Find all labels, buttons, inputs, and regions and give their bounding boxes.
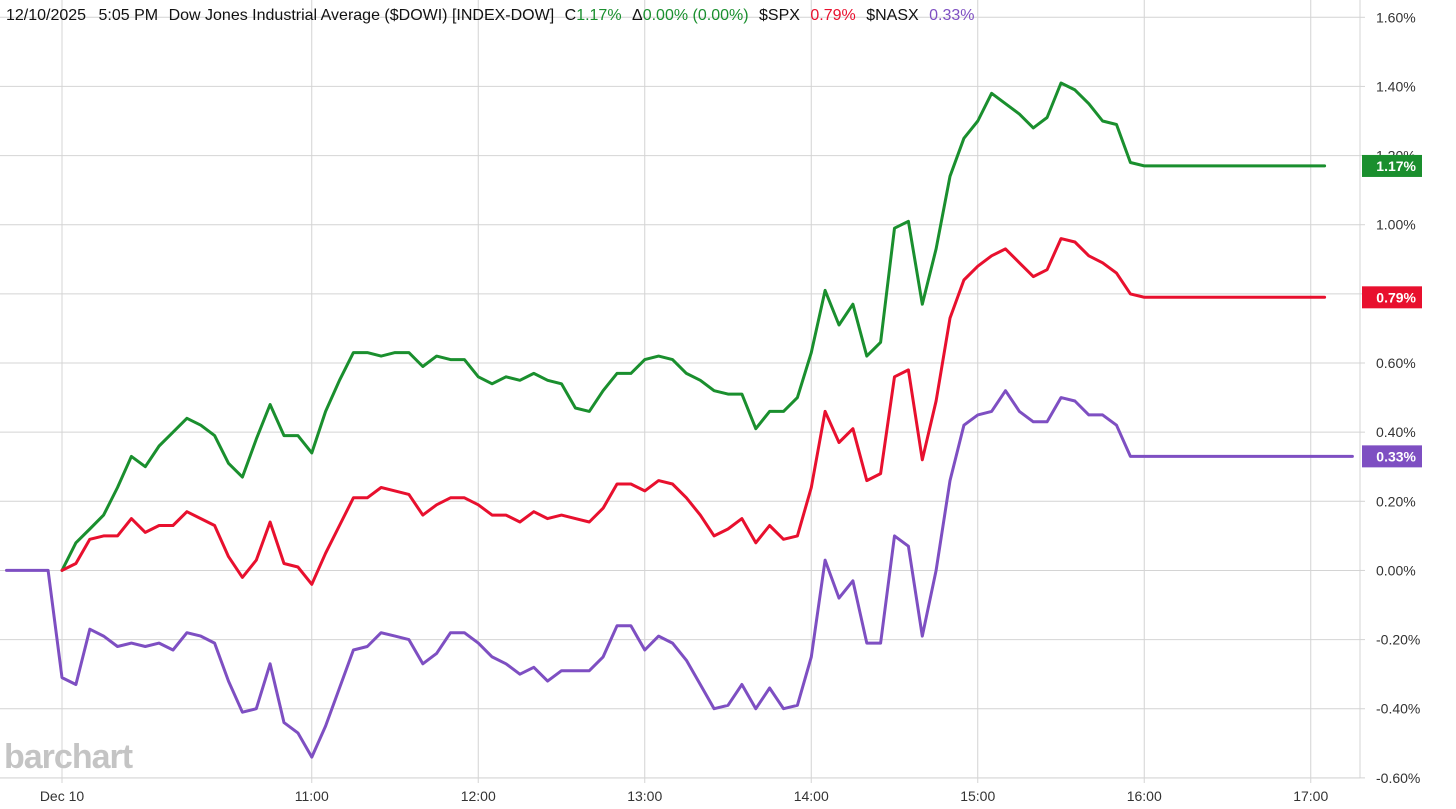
x-tick-label: 16:00	[1127, 788, 1162, 804]
header-spx-symbol: $SPX	[759, 7, 800, 24]
spx-badge-label: 0.79%	[1376, 289, 1416, 305]
nasx-badge-background	[1362, 445, 1422, 468]
x-tick-label: 14:00	[794, 788, 829, 804]
nasx-badge-label: 0.33%	[1376, 448, 1416, 464]
spx-last-value-badge: 0.79%	[1362, 286, 1422, 309]
nasx-last-value-badge: 0.33%	[1362, 445, 1422, 468]
chart-header: 12/10/2025 5:05 PM Dow Jones Industrial …	[6, 7, 975, 24]
header-nasx-symbol: $NASX	[866, 7, 919, 24]
header-close-prefix: C	[565, 7, 577, 24]
x-tick-label: 12:00	[461, 788, 496, 804]
dowi-line	[60, 81, 1327, 572]
spx-line	[60, 237, 1327, 586]
y-tick-label: 0.00%	[1376, 562, 1416, 578]
grid-layer	[0, 0, 1361, 779]
y-tick-label: -0.40%	[1376, 701, 1420, 717]
spx-badge-background	[1362, 286, 1422, 309]
y-tick-label: 0.60%	[1376, 355, 1416, 371]
header-change-value: 0.00% (0.00%)	[643, 7, 749, 24]
header-date: 12/10/2025	[6, 7, 86, 24]
x-axis: Dec 10 11:00 12:00 13:00 14:00 15:00 16:00 17:0…	[40, 778, 1328, 804]
header-symbol-name: Dow Jones Industrial Average ($DOWI) [IN…	[169, 7, 555, 24]
dowi-badge-label: 1.17%	[1376, 158, 1416, 174]
last-value-badges: 1.17% 0.79% 0.33%	[1362, 154, 1422, 468]
y-tick-label: -0.20%	[1376, 632, 1420, 648]
header-nasx-value: 0.33%	[929, 7, 974, 24]
series-layer	[5, 81, 1354, 759]
dowi-last-value-badge: 1.17%	[1362, 154, 1422, 177]
header-spx-value: 0.79%	[810, 7, 855, 24]
x-tick-label: Dec 10	[40, 788, 85, 804]
y-tick-label: -0.60%	[1376, 770, 1420, 786]
y-tick-label: 0.40%	[1376, 424, 1416, 440]
y-tick-label: 1.00%	[1376, 217, 1416, 233]
dowi-badge-background	[1362, 154, 1422, 177]
barchart-logo: barchart	[4, 738, 134, 776]
header-close-value: 1.17%	[576, 7, 621, 24]
header-time: 5:05 PM	[99, 7, 159, 24]
x-tick-label: 11:00	[295, 788, 329, 804]
x-tick-label: 17:00	[1293, 788, 1328, 804]
x-tick-label: 13:00	[627, 788, 662, 804]
y-tick-label: 1.40%	[1376, 78, 1416, 94]
header-change-prefix: Δ	[632, 7, 643, 24]
y-tick-label: 1.60%	[1376, 9, 1416, 25]
x-tick-label: 15:00	[960, 788, 995, 804]
logo-text: barchart	[4, 738, 133, 776]
nasx-line	[5, 389, 1354, 759]
y-tick-label: 0.20%	[1376, 493, 1416, 509]
y-axis: 1.60%1.40%1.20%1.00%0.80%0.60%0.40%0.20%…	[1360, 9, 1420, 786]
